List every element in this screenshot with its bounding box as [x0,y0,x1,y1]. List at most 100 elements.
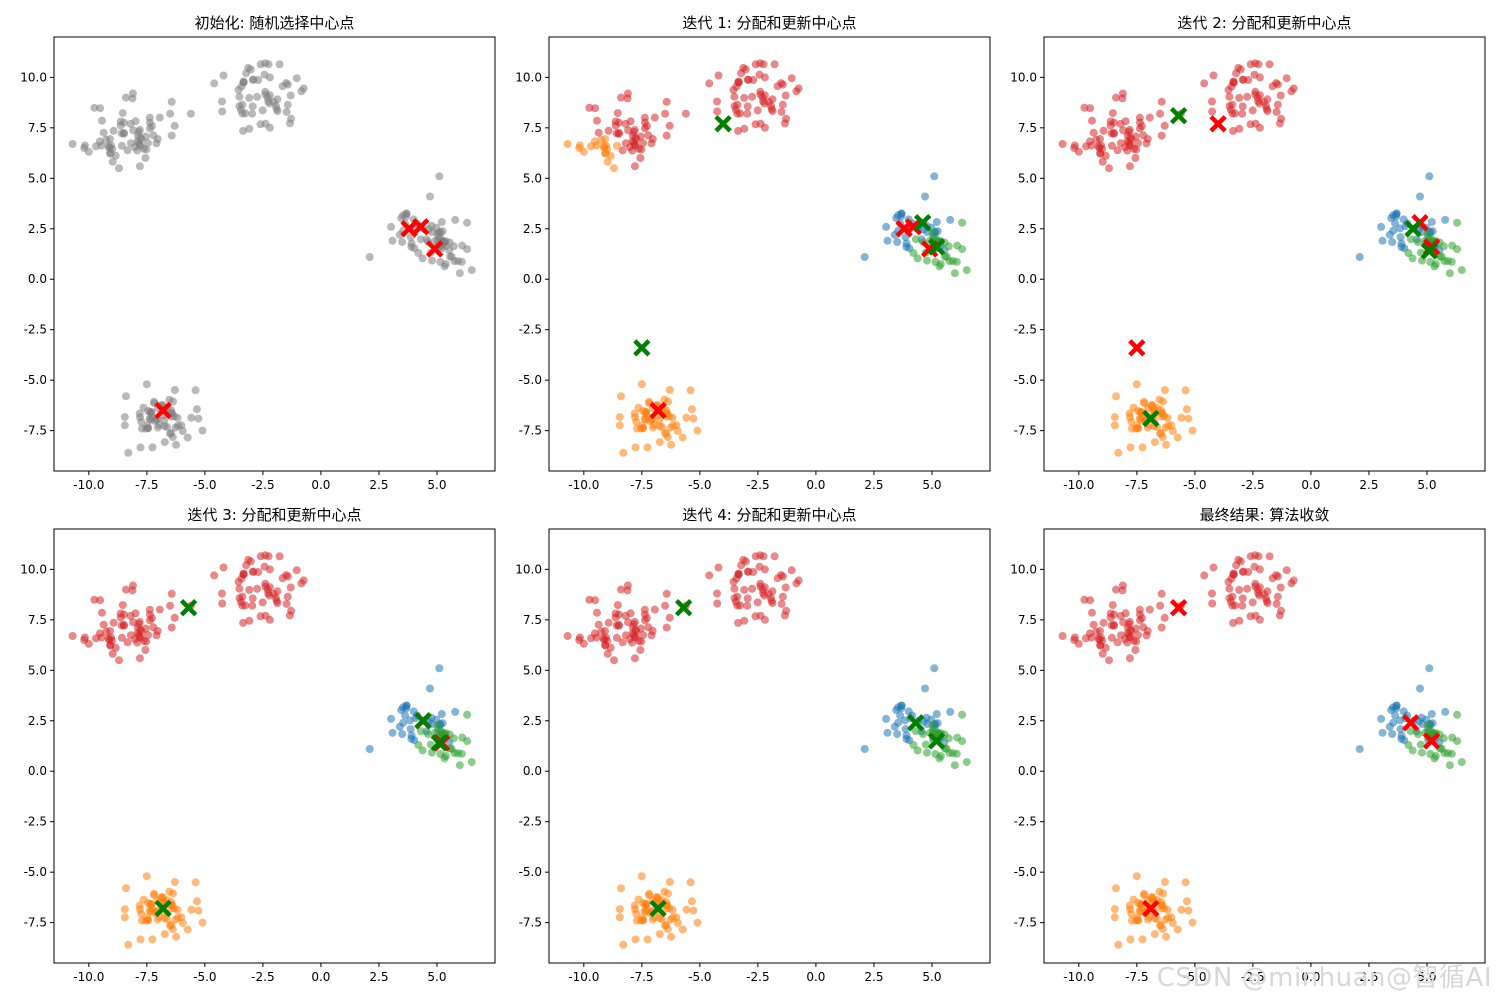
data-point [669,913,677,922]
data-point [194,414,203,423]
data-point [1208,599,1217,608]
data-point [1209,563,1218,572]
data-point [665,904,674,913]
data-point [617,392,625,401]
data-point [1448,733,1457,742]
data-point [1445,761,1454,770]
centroid-marker [1169,599,1188,617]
data-point [743,109,752,118]
data-point [650,113,659,122]
data-point [1355,745,1364,753]
centroid-marker [412,218,430,236]
data-point [631,141,640,150]
data-point [741,65,750,74]
data-point [636,424,645,433]
data-point [1377,714,1386,723]
data-point [1058,140,1067,148]
data-point [218,107,227,116]
data-point [740,124,749,133]
data-point [433,229,442,238]
y-tick-label: 7.5 [523,121,542,135]
data-point [1439,242,1448,251]
data-point [893,730,902,738]
centroid-marker [907,714,925,732]
centroid-marker [714,115,732,133]
data-point [1112,93,1120,102]
data-point [1145,605,1154,614]
data-point [451,707,460,716]
data-point [92,142,100,151]
data-point [398,730,407,738]
data-point [218,97,226,106]
data-point [1182,405,1191,414]
data-point [1135,124,1144,133]
data-point [148,935,157,944]
data-point [1126,633,1135,642]
data-point [1238,109,1247,118]
data-point [882,222,891,231]
subplot-6: 最终结果: 算法收敛 -10.0 -7.5 -5.0 -2.5 0.0 2.5 5.0 -7.5… [1010,506,1486,984]
data-point [1416,684,1424,693]
data-point [621,611,630,620]
y-tick-label: 0.0 [523,272,542,286]
x-tick-label: 2.5 [1359,970,1378,984]
data-point [1443,257,1452,266]
data-point [751,612,760,621]
data-point [96,104,105,113]
data-point [631,935,640,944]
data-point [743,601,752,610]
y-tick-label: 5.0 [523,663,542,677]
data-point [170,386,179,394]
data-point [655,914,664,923]
y-tick-label: 7.5 [523,613,542,627]
data-point [890,230,899,239]
data-point [246,557,255,566]
data-point [388,728,397,737]
data-point [98,116,106,125]
scatter-points [1058,59,1466,457]
data-point [239,618,248,627]
data-point [1160,904,1169,913]
data-point [756,87,765,96]
data-point [297,87,306,96]
data-point [756,551,765,560]
data-point [248,102,257,111]
data-point [759,589,768,598]
data-point [170,121,179,130]
subplot-title: 迭代 3: 分配和更新中心点 [187,506,361,524]
data-point [435,172,444,181]
centroid-marker [154,401,172,420]
data-point [1114,448,1123,457]
data-point [210,79,219,88]
data-point [1244,568,1253,576]
data-point [1404,741,1413,749]
data-point [1188,918,1197,927]
data-point [1145,113,1154,122]
data-point [1112,585,1120,594]
data-point [170,613,179,622]
x-tick-label: 2.5 [864,970,883,984]
data-point [80,636,89,644]
data-point [640,616,649,625]
data-point [194,906,203,915]
axes-frame [53,36,496,472]
data-point [632,417,641,426]
data-point [1273,100,1282,109]
data-point [186,109,195,118]
data-point [948,749,957,758]
data-point [155,113,164,122]
data-point [124,448,133,457]
x-tick-label: -2.5 [1241,478,1264,492]
data-point [1229,618,1238,627]
data-point [1453,710,1462,719]
data-point [773,574,782,583]
data-point [1089,128,1098,137]
data-point [585,103,594,112]
data-point [768,587,777,596]
data-point [1408,746,1417,755]
data-point [467,266,476,275]
data-point [629,620,638,628]
data-point [1142,631,1151,640]
data-point [630,654,639,663]
data-point [759,97,768,106]
